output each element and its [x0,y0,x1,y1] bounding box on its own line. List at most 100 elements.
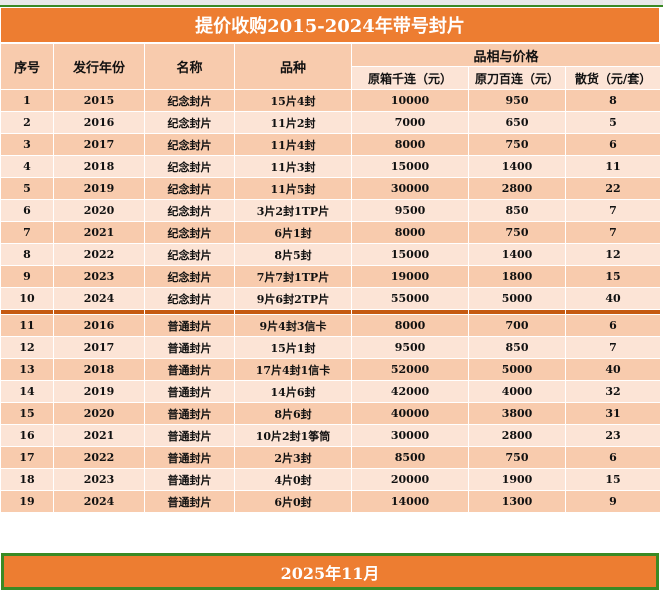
header-name[interactable]: 名称 [144,43,235,90]
cell-box-price[interactable]: 8000 [351,221,469,244]
cell-loose-price[interactable]: 12 [564,243,662,266]
cell-knife-price[interactable]: 750 [468,446,566,469]
cell-seq[interactable]: 13 [0,358,54,381]
cell-variety[interactable]: 8片5封 [234,243,352,266]
cell-knife-price[interactable]: 850 [468,199,566,222]
cell-loose-price[interactable]: 23 [564,424,662,447]
cell-knife-price[interactable]: 1800 [468,265,566,288]
cell-seq[interactable]: 10 [0,287,54,310]
cell-seq[interactable]: 19 [0,490,54,513]
header-loose[interactable]: 散货（元/套） [564,66,662,90]
cell-name[interactable]: 普通封片 [144,490,235,513]
cell-seq[interactable]: 1 [0,89,54,112]
cell-variety[interactable]: 17片4封1信卡 [234,358,352,381]
cell-box-price[interactable]: 8000 [351,133,469,156]
cell-box-price[interactable]: 30000 [351,424,469,447]
cell-variety[interactable]: 15片1封 [234,336,352,359]
cell-year[interactable]: 2022 [53,243,145,266]
cell-year[interactable]: 2020 [53,199,145,222]
cell-knife-price[interactable]: 950 [468,89,566,112]
cell-box-price[interactable]: 20000 [351,468,469,491]
cell-loose-price[interactable]: 15 [564,468,662,491]
cell-knife-price[interactable]: 750 [468,221,566,244]
cell-year[interactable]: 2015 [53,89,145,112]
cell-box-price[interactable]: 19000 [351,265,469,288]
cell-year[interactable]: 2017 [53,133,145,156]
cell-variety[interactable]: 11片4封 [234,133,352,156]
cell-seq[interactable]: 9 [0,265,54,288]
cell-variety[interactable]: 11片2封 [234,111,352,134]
cell-loose-price[interactable]: 9 [564,490,662,513]
cell-knife-price[interactable]: 5000 [468,358,566,381]
cell-loose-price[interactable]: 40 [564,358,662,381]
cell-knife-price[interactable]: 2800 [468,177,566,200]
header-variety[interactable]: 品种 [234,43,352,90]
cell-box-price[interactable]: 8000 [351,314,469,337]
cell-year[interactable]: 2016 [53,111,145,134]
cell-box-price[interactable]: 9500 [351,336,469,359]
cell-box-price[interactable]: 40000 [351,402,469,425]
cell-seq[interactable]: 11 [0,314,54,337]
cell-variety[interactable]: 15片4封 [234,89,352,112]
cell-knife-price[interactable]: 4000 [468,380,566,403]
cell-year[interactable]: 2022 [53,446,145,469]
cell-year[interactable]: 2023 [53,265,145,288]
cell-variety[interactable]: 6片0封 [234,490,352,513]
cell-name[interactable]: 纪念封片 [144,89,235,112]
cell-loose-price[interactable]: 6 [564,133,662,156]
cell-box-price[interactable]: 8500 [351,446,469,469]
cell-knife-price[interactable]: 650 [468,111,566,134]
cell-year[interactable]: 2017 [53,336,145,359]
cell-loose-price[interactable]: 31 [564,402,662,425]
cell-name[interactable]: 纪念封片 [144,155,235,178]
cell-knife-price[interactable]: 750 [468,133,566,156]
cell-variety[interactable]: 14片6封 [234,380,352,403]
cell-name[interactable]: 纪念封片 [144,111,235,134]
cell-seq[interactable]: 8 [0,243,54,266]
cell-knife-price[interactable]: 1400 [468,155,566,178]
cell-seq[interactable]: 7 [0,221,54,244]
cell-variety[interactable]: 4片0封 [234,468,352,491]
header-box[interactable]: 原箱千连（元） [351,66,469,90]
cell-box-price[interactable]: 30000 [351,177,469,200]
cell-name[interactable]: 纪念封片 [144,133,235,156]
cell-variety[interactable]: 8片6封 [234,402,352,425]
cell-year[interactable]: 2018 [53,358,145,381]
cell-year[interactable]: 2024 [53,490,145,513]
cell-year[interactable]: 2018 [53,155,145,178]
cell-year[interactable]: 2021 [53,424,145,447]
cell-knife-price[interactable]: 1900 [468,468,566,491]
cell-knife-price[interactable]: 1400 [468,243,566,266]
cell-year[interactable]: 2019 [53,380,145,403]
cell-variety[interactable]: 10片2封1筝筒 [234,424,352,447]
cell-knife-price[interactable]: 700 [468,314,566,337]
cell-name[interactable]: 普通封片 [144,358,235,381]
footer-date[interactable]: 2025年11月 [1,553,659,590]
cell-name[interactable]: 普通封片 [144,446,235,469]
cell-knife-price[interactable]: 2800 [468,424,566,447]
cell-name[interactable]: 普通封片 [144,402,235,425]
header-knife[interactable]: 原刀百连（元） [468,66,566,90]
cell-seq[interactable]: 15 [0,402,54,425]
cell-name[interactable]: 普通封片 [144,314,235,337]
cell-year[interactable]: 2024 [53,287,145,310]
cell-loose-price[interactable]: 7 [564,336,662,359]
cell-seq[interactable]: 2 [0,111,54,134]
cell-seq[interactable]: 12 [0,336,54,359]
cell-name[interactable]: 纪念封片 [144,177,235,200]
cell-seq[interactable]: 16 [0,424,54,447]
cell-loose-price[interactable]: 7 [564,199,662,222]
cell-seq[interactable]: 6 [0,199,54,222]
header-seq[interactable]: 序号 [0,43,54,90]
cell-year[interactable]: 2020 [53,402,145,425]
cell-year[interactable]: 2016 [53,314,145,337]
cell-box-price[interactable]: 52000 [351,358,469,381]
cell-name[interactable]: 纪念封片 [144,243,235,266]
cell-variety[interactable]: 2片3封 [234,446,352,469]
cell-box-price[interactable]: 15000 [351,243,469,266]
cell-seq[interactable]: 4 [0,155,54,178]
cell-loose-price[interactable]: 7 [564,221,662,244]
cell-loose-price[interactable]: 11 [564,155,662,178]
cell-year[interactable]: 2021 [53,221,145,244]
cell-loose-price[interactable]: 40 [564,287,662,310]
